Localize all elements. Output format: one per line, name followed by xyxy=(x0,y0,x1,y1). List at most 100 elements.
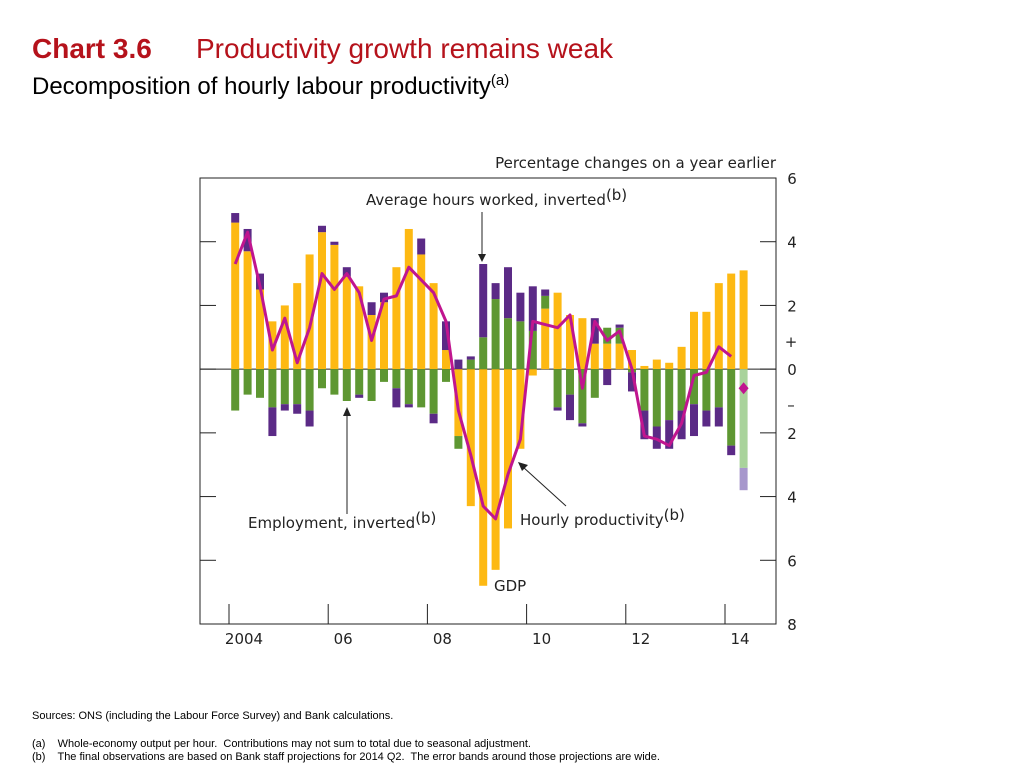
x-tick-label: 12 xyxy=(631,630,650,648)
bar-segment xyxy=(541,308,550,370)
x-tick-label: 14 xyxy=(730,630,749,648)
bar-segment xyxy=(355,394,364,398)
bar-segment xyxy=(504,267,512,319)
x-tick-label: 06 xyxy=(334,630,353,648)
bar-segment xyxy=(342,276,351,370)
y-tick-label: 4 xyxy=(787,234,797,252)
bar-segment xyxy=(690,311,698,370)
bar-segment xyxy=(578,423,587,427)
bar-segment xyxy=(231,213,240,223)
footnote: (b) The final observations are based on … xyxy=(32,751,660,763)
bar-segment xyxy=(342,267,351,277)
minus-sign: – xyxy=(787,396,795,414)
y-axis-label: Percentage changes on a year earlier xyxy=(495,154,777,172)
bar-segment xyxy=(243,228,252,252)
bar-segment xyxy=(665,369,674,421)
bar-segment xyxy=(305,410,314,427)
bar-segment xyxy=(603,369,612,386)
x-tick-label: 2004 xyxy=(225,630,263,648)
bar-segment xyxy=(243,251,252,370)
bar-segment xyxy=(702,369,711,411)
bar-segment xyxy=(243,369,252,395)
bar-segment xyxy=(318,225,326,233)
bar-segment xyxy=(417,254,426,370)
bar-segment xyxy=(442,369,450,382)
bar-segment xyxy=(442,321,450,351)
bar-segment xyxy=(305,254,314,370)
bar-segment xyxy=(355,369,364,395)
x-tick-label: 10 xyxy=(532,630,551,648)
bar-segment xyxy=(702,311,711,370)
bar-segment xyxy=(417,369,426,408)
bar-segment xyxy=(590,343,599,370)
bar-segment xyxy=(392,388,401,408)
bar-segment xyxy=(479,369,488,586)
bar-segment xyxy=(739,369,748,468)
gdp-annotation: GDP xyxy=(494,577,526,595)
annotation-text: Employment, inverted xyxy=(248,514,415,532)
bar-segment xyxy=(466,356,475,360)
bar-segment xyxy=(429,283,438,370)
bar-segment xyxy=(293,283,302,370)
bar-segment xyxy=(714,369,723,408)
bar-segment xyxy=(479,337,488,370)
bar-segment xyxy=(367,302,376,315)
bar-segment xyxy=(714,407,723,427)
annotation-note: (b) xyxy=(606,186,627,204)
bar-segment xyxy=(318,369,326,389)
bar-segment xyxy=(603,327,612,344)
bar-segment xyxy=(380,302,388,370)
bar-segment xyxy=(417,238,426,255)
productivity-line xyxy=(233,230,733,521)
bar-segment xyxy=(516,321,525,370)
y-tick-label: 4 xyxy=(787,489,797,507)
y-tick-label: 2 xyxy=(787,297,797,315)
bar-segment xyxy=(603,343,612,370)
sources: Sources: ONS (including the Labour Force… xyxy=(32,710,393,722)
bar-segment xyxy=(578,318,587,370)
bar-segment xyxy=(516,369,525,449)
y-tick-label: 6 xyxy=(787,552,797,570)
bar-segment xyxy=(454,359,463,370)
bar-segment xyxy=(280,369,289,405)
productivity-annotation: Hourly productivity(b) xyxy=(520,506,685,529)
bar-segment xyxy=(404,404,413,408)
bar-segment xyxy=(652,426,661,449)
bar-segment xyxy=(380,292,388,303)
plot: 6 4 2 0 2 4 6 8 2004 06 08 10 12 14 xyxy=(200,170,797,648)
bar-segment xyxy=(528,330,537,370)
bar-segment xyxy=(479,264,488,338)
bar-segment xyxy=(677,346,686,370)
annotation-note: (b) xyxy=(664,506,685,524)
bar-segment xyxy=(231,222,240,370)
chart-title: Productivity growth remains weak xyxy=(196,33,614,64)
bar-segment xyxy=(491,299,500,370)
bar-segment xyxy=(256,289,264,370)
bar-segment xyxy=(702,410,711,427)
bar-segment xyxy=(380,369,388,382)
bar-segment xyxy=(690,404,698,437)
bar-segment xyxy=(727,445,736,456)
bar-segment xyxy=(280,404,289,411)
bar-segment xyxy=(615,343,624,370)
employment-annotation: Employment, inverted(b) xyxy=(248,509,436,532)
bar-segment xyxy=(330,244,339,370)
bar-segment xyxy=(727,369,736,446)
y-tick-label: 2 xyxy=(787,425,797,443)
bar-segment xyxy=(442,350,450,370)
bar-segment xyxy=(367,369,376,401)
y-tick-label: 0 xyxy=(787,361,797,379)
bar-segment xyxy=(342,369,351,401)
bar-segment xyxy=(429,413,438,424)
bar-segment xyxy=(280,305,289,370)
bar-segment xyxy=(404,369,413,405)
bar-segment xyxy=(628,350,636,370)
footnote: (a) Whole-economy output per hour. Contr… xyxy=(32,738,531,750)
y-tick-label: 8 xyxy=(787,616,797,634)
arrow-head xyxy=(518,462,528,471)
bar-segment xyxy=(677,369,686,411)
bar-segment xyxy=(566,369,574,395)
bar-segment xyxy=(404,228,413,370)
bar-segment xyxy=(541,289,550,296)
